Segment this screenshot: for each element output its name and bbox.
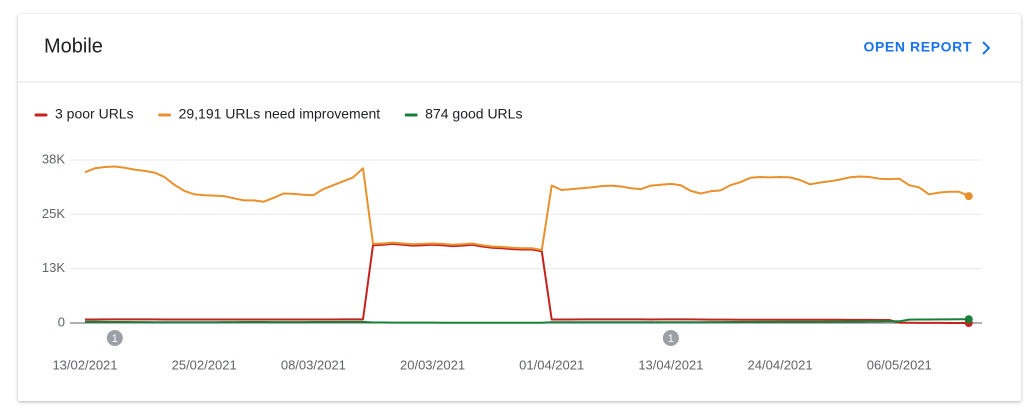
annotation-marker xyxy=(662,330,679,346)
x-tick-label: 06/05/2021 xyxy=(867,357,932,372)
open-report[interactable]: OPEN REPORT xyxy=(863,39,972,55)
series-line xyxy=(84,165,970,251)
series-line xyxy=(84,318,969,324)
open-report-link[interactable]: OPEN REPORT xyxy=(863,39,991,55)
annotation-label: 1 xyxy=(112,333,118,345)
card-title: Mobile xyxy=(44,35,103,57)
end-point xyxy=(964,315,973,324)
legend-label: 3 poor URLs xyxy=(55,106,134,122)
x-tick-label: 24/04/2021 xyxy=(748,357,813,372)
y-tick-label: 25K xyxy=(42,206,65,221)
y-tick-label: 0 xyxy=(58,314,65,329)
y-tick-label: 13K xyxy=(42,260,65,275)
x-tick-label: 25/02/2021 xyxy=(172,357,237,372)
legend-label: 874 good URLs xyxy=(425,106,522,122)
chevron-icon[interactable] xyxy=(982,41,991,55)
x-tick-label: 13/02/2021 xyxy=(52,357,117,372)
report-card xyxy=(18,14,1021,401)
x-tick-label: 01/04/2021 xyxy=(519,357,584,372)
series-line xyxy=(85,242,969,324)
annotation-label: 1 xyxy=(668,333,674,345)
end-point xyxy=(964,192,973,201)
x-tick-label: 13/04/2021 xyxy=(638,357,703,372)
x-tick-label: 20/03/2021 xyxy=(400,357,465,372)
y-tick-label: 38K xyxy=(42,151,65,166)
x-tick-label: 08/03/2021 xyxy=(281,357,346,372)
legend-label: 29,191 URLs need improvement xyxy=(179,106,381,122)
annotation-marker xyxy=(106,330,123,346)
